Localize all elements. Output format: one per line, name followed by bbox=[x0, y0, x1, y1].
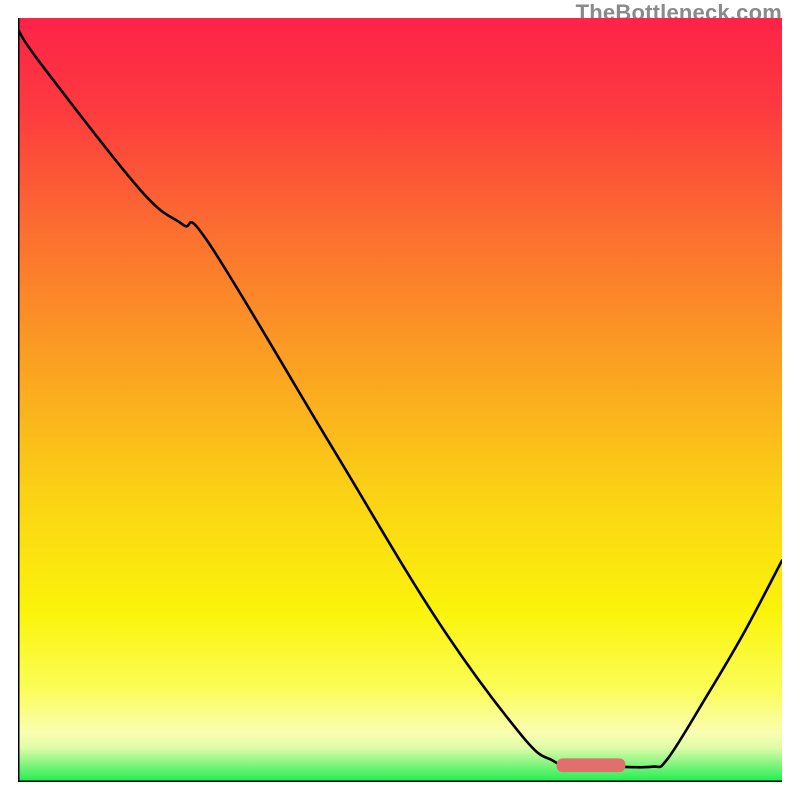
plot-area bbox=[18, 18, 782, 782]
chart-svg bbox=[18, 18, 782, 782]
gradient-background bbox=[18, 18, 782, 782]
chart-container: TheBottleneck.com bbox=[0, 0, 800, 800]
optimal-marker bbox=[557, 758, 626, 772]
